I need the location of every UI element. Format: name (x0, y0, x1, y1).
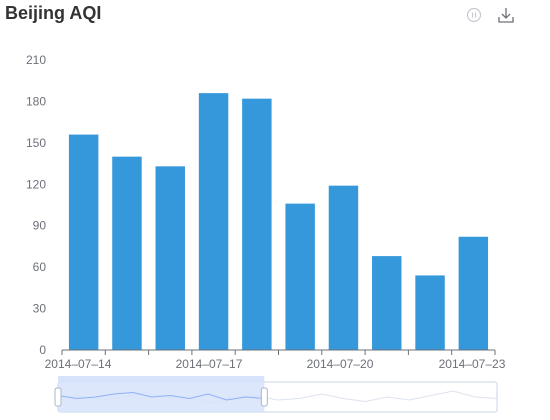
bar-2014-07-20[interactable] (328, 185, 359, 350)
x-tick-label: 2014–07–14 (45, 357, 112, 371)
data-zoom-handle-right[interactable] (260, 387, 268, 407)
toolbox (465, 6, 515, 24)
bar-2014-07-21[interactable] (372, 256, 402, 350)
y-tick-label: 150 (26, 136, 46, 150)
bar-2014-07-15[interactable] (112, 156, 142, 350)
y-tick-label: 30 (33, 302, 47, 316)
data-zoom-handle-left[interactable] (54, 387, 62, 407)
pause-icon[interactable] (465, 6, 483, 24)
y-tick-label: 90 (33, 219, 47, 233)
bar-2014-07-23[interactable] (458, 236, 489, 350)
bar-2014-07-18[interactable] (242, 98, 272, 351)
download-icon[interactable] (497, 6, 515, 24)
bar-2014-07-14[interactable] (68, 134, 99, 350)
y-tick-label: 120 (26, 177, 46, 191)
chart-title: Beijing AQI (5, 3, 102, 23)
data-zoom-selected-line (57, 391, 265, 401)
bar-2014-07-17[interactable] (198, 93, 229, 351)
x-tick-label: 2014–07–23 (439, 357, 506, 371)
y-tick-label: 180 (26, 94, 46, 108)
bar-2014-07-16[interactable] (155, 166, 185, 350)
y-tick-label: 60 (33, 260, 47, 274)
bar-2014-07-22[interactable] (415, 275, 445, 350)
data-zoom-move-bar[interactable] (58, 376, 265, 382)
x-tick-label: 2014–07–20 (307, 357, 374, 371)
y-tick-label: 210 (26, 53, 46, 67)
bar-2014-07-19[interactable] (285, 203, 315, 350)
y-tick-label: 0 (39, 343, 46, 357)
data-zoom-selection[interactable] (58, 382, 265, 412)
x-tick-label: 2014–07–17 (176, 357, 243, 371)
